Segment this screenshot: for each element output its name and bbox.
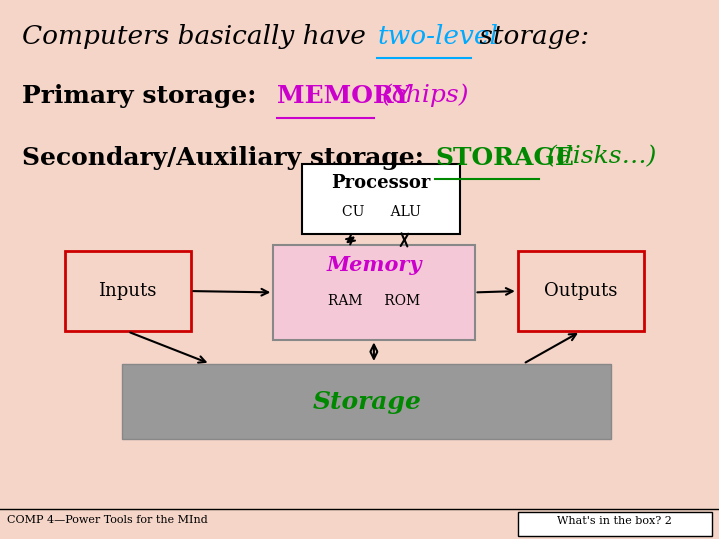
Text: Processor: Processor — [331, 174, 431, 192]
Text: Outputs: Outputs — [544, 282, 618, 300]
FancyBboxPatch shape — [302, 164, 460, 234]
Text: Inputs: Inputs — [99, 282, 157, 300]
FancyBboxPatch shape — [122, 364, 611, 439]
FancyBboxPatch shape — [273, 245, 475, 340]
FancyBboxPatch shape — [518, 512, 712, 536]
FancyBboxPatch shape — [518, 251, 644, 331]
Text: Storage: Storage — [312, 390, 421, 413]
Text: RAM     ROM: RAM ROM — [328, 294, 420, 308]
Text: (chips): (chips) — [374, 84, 468, 107]
Text: CU      ALU: CU ALU — [342, 205, 421, 219]
Text: Primary storage:: Primary storage: — [22, 84, 282, 108]
Text: COMP 4—Power Tools for the MInd: COMP 4—Power Tools for the MInd — [7, 515, 208, 525]
Text: STORAGE: STORAGE — [435, 146, 574, 170]
Text: Computers basically have: Computers basically have — [22, 24, 374, 49]
Text: storage:: storage: — [471, 24, 589, 49]
Text: Secondary/Auxiliary storage:: Secondary/Auxiliary storage: — [22, 146, 441, 170]
Text: (disks…): (disks…) — [539, 146, 656, 169]
Text: two-level: two-level — [377, 24, 498, 49]
Text: MEMORY: MEMORY — [277, 84, 411, 108]
Text: What's in the box? 2: What's in the box? 2 — [557, 516, 672, 527]
FancyBboxPatch shape — [65, 251, 191, 331]
Text: Memory: Memory — [326, 255, 421, 275]
